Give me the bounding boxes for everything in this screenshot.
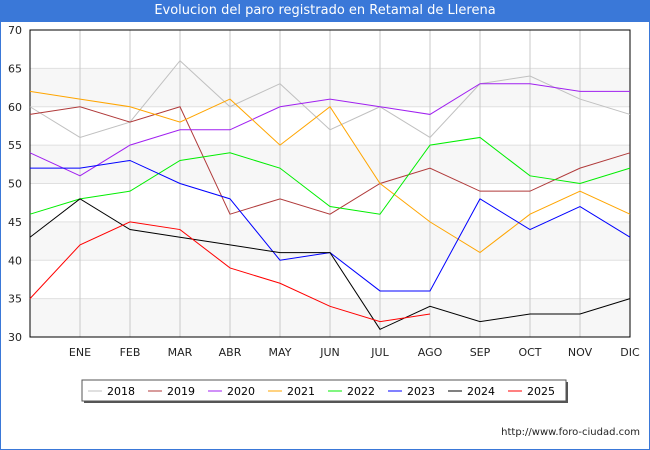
x-tick-label: DIC bbox=[620, 346, 640, 359]
x-tick-label: NOV bbox=[568, 346, 593, 359]
legend-label: 2024 bbox=[467, 385, 495, 398]
legend-label: 2018 bbox=[107, 385, 135, 398]
plot-border bbox=[29, 29, 631, 338]
y-tick-label: 55 bbox=[8, 139, 22, 152]
legend-label: 2025 bbox=[527, 385, 555, 398]
x-tick-label: MAY bbox=[269, 346, 292, 359]
x-tick-label: ENE bbox=[69, 346, 91, 359]
legend-label: 2019 bbox=[167, 385, 195, 398]
x-tick-label: AGO bbox=[418, 346, 443, 359]
legend-label: 2023 bbox=[407, 385, 435, 398]
y-tick-label: 30 bbox=[8, 331, 22, 344]
x-tick-label: JUN bbox=[319, 346, 340, 359]
series-line-2020 bbox=[29, 83, 630, 177]
x-tick-label: SEP bbox=[470, 346, 491, 359]
y-tick-label: 45 bbox=[8, 216, 22, 229]
y-tick-label: 60 bbox=[8, 101, 22, 114]
legend-label: 2021 bbox=[287, 385, 315, 398]
series-line-2025 bbox=[29, 221, 431, 323]
x-tick-label: OCT bbox=[518, 346, 541, 359]
series-line-2019 bbox=[29, 106, 631, 215]
legend bbox=[81, 379, 567, 402]
series-line-2021 bbox=[29, 90, 631, 254]
y-tick-label: 40 bbox=[8, 254, 22, 267]
series-line-2022 bbox=[29, 136, 631, 215]
x-tick-label: JUL bbox=[370, 346, 389, 359]
chart-title: Evolucion del paro registrado en Retamal… bbox=[0, 0, 650, 22]
y-tick-label: 50 bbox=[8, 178, 22, 191]
series-line-2024 bbox=[29, 198, 631, 330]
legend-label: 2020 bbox=[227, 385, 255, 398]
x-tick-label: MAR bbox=[168, 346, 193, 359]
legend-label: 2022 bbox=[347, 385, 375, 398]
source-link[interactable]: http://www.foro-ciudad.com bbox=[501, 427, 640, 438]
y-tick-label: 70 bbox=[8, 24, 22, 37]
y-tick-label: 65 bbox=[8, 62, 22, 75]
y-tick-label: 35 bbox=[8, 293, 22, 306]
x-tick-label: ABR bbox=[219, 346, 242, 359]
x-tick-label: FEB bbox=[120, 346, 141, 359]
